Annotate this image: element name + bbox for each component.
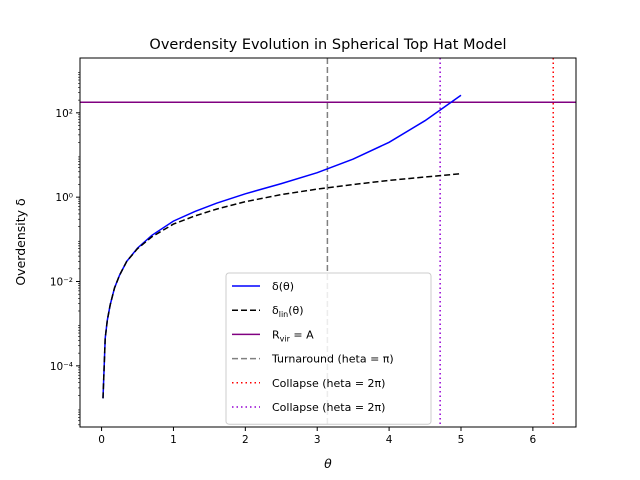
y-tick-label: 10⁰ [55,192,73,204]
legend-label: Turnaround (heta = π) [271,353,394,366]
y-tick-label: 10⁻² [50,277,73,289]
x-tick-label: 1 [170,434,177,446]
x-axis: 0 1 2 3 4 5 6 [98,427,537,446]
x-tick-label: 2 [242,434,249,446]
plot-frame [79,57,577,428]
legend-label: δlin(θ) [272,304,304,319]
x-tick-label: 3 [314,434,321,446]
x-axis-label: θ [324,456,332,471]
legend-box [225,272,432,425]
legend-label: Collapse (heta = 2π) [272,401,385,414]
chart-title: Overdensity Evolution in Spherical Top H… [149,37,506,53]
x-tick-label: 6 [530,434,537,446]
legend-label: Collapse (heta = 2π) [272,377,385,390]
y-axis-label: Overdensity δ [13,198,28,285]
y-tick-label: 10⁻⁴ [50,361,73,373]
series-line-1 [102,172,462,399]
x-tick-label: 5 [458,434,465,446]
legend-label: Rvir = A [272,328,314,343]
y-axis: 10⁻⁴ 10⁻² 10⁰ 10² [50,72,80,426]
legend-label: δ(θ) [272,280,294,293]
y-tick-label: 10² [55,108,73,120]
x-tick-label: 4 [386,434,393,446]
legend: δ(θ) δlin(θ) Rvir = A Turnaround (heta = π)… [225,272,432,425]
plot-area [80,58,576,427]
x-tick-label: 0 [98,434,105,446]
